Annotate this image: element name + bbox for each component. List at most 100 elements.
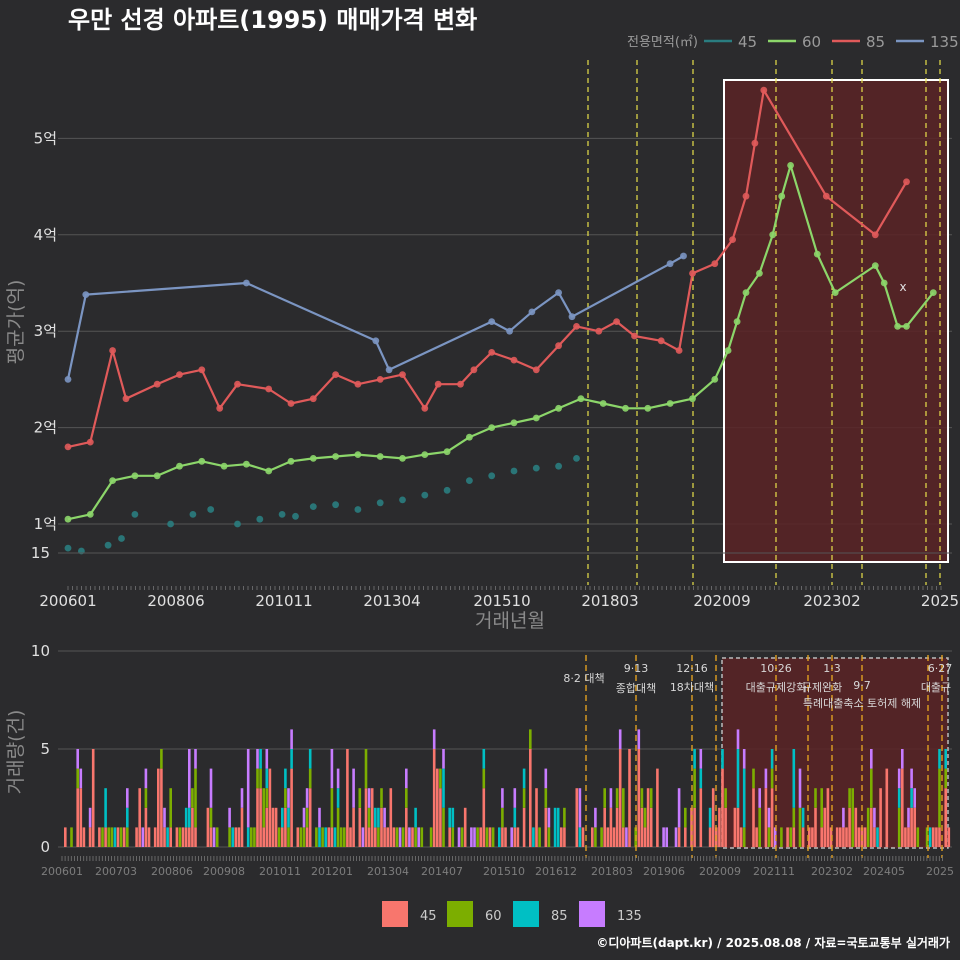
volume-bar [380, 788, 383, 808]
volume-bar [336, 768, 340, 789]
volume-bar [265, 788, 269, 808]
volume-bar [305, 807, 309, 828]
volume-bar [262, 788, 265, 828]
event-label-title: 대출규 [921, 681, 951, 694]
volume-bar [256, 788, 259, 847]
data-point-60 [769, 231, 777, 239]
volume-bar [451, 827, 455, 847]
volume-bar [408, 827, 411, 847]
volume-bar [755, 827, 758, 847]
volume-bar [913, 807, 916, 847]
volume-bar [879, 788, 882, 847]
data-point-85 [64, 443, 72, 451]
volume-bar [259, 749, 262, 769]
volume-bar [612, 827, 616, 847]
data-point-60 [466, 433, 473, 441]
volume-bar [181, 827, 185, 847]
data-point-45 [354, 506, 362, 513]
bar-legend-swatch-85 [513, 901, 539, 927]
data-point-85 [742, 192, 750, 200]
volume-bar [693, 807, 696, 847]
volume-bar [578, 788, 582, 828]
volume-bar [752, 768, 755, 789]
volume-bar [532, 827, 535, 847]
data-point-60 [724, 347, 732, 354]
data-point-85 [153, 380, 161, 388]
volume-bar [442, 749, 445, 769]
bottom-x-tick-label: 201612 [535, 865, 577, 878]
x-tick-label: 200806 [147, 592, 204, 610]
volume-bar [163, 807, 166, 828]
data-point-85 [613, 318, 620, 325]
bottom-x-tick-label: 201906 [643, 865, 685, 878]
volume-bar [615, 788, 619, 808]
data-point-45 [64, 544, 72, 552]
volume-bar [736, 807, 740, 847]
data-point-60 [903, 323, 910, 330]
data-point-60 [243, 460, 250, 468]
data-point-135 [506, 327, 513, 335]
volume-bar [70, 827, 73, 847]
data-point-60 [880, 279, 888, 287]
volume-bar [721, 749, 724, 769]
volume-bar [256, 768, 259, 789]
data-point-60 [488, 424, 496, 431]
x-tick-label: 200601 [39, 592, 96, 610]
volume-bar [504, 827, 507, 847]
volume-bar [64, 827, 67, 847]
volume-bar [290, 729, 293, 749]
volume-bar [693, 768, 696, 808]
data-point-60 [265, 467, 273, 475]
volume-bar [603, 807, 606, 847]
volume-bar [305, 827, 309, 847]
bottom-x-tick-label: 202405 [863, 865, 905, 878]
data-point-60 [176, 462, 183, 470]
volume-bar [885, 768, 889, 847]
volume-bar [321, 827, 324, 847]
volume-bar [442, 768, 445, 808]
volume-bar [544, 807, 548, 847]
volume-bar [684, 807, 687, 828]
data-point-85 [555, 342, 562, 350]
volume-bar [405, 788, 408, 808]
volume-bar [736, 749, 740, 808]
volume-bar [643, 807, 647, 828]
volume-bar [482, 788, 486, 847]
volume-bar [259, 768, 262, 789]
bottom-x-tick-label: 2025 [926, 865, 954, 878]
data-point-45 [207, 506, 215, 513]
volume-bar [284, 768, 287, 789]
volume-bar [126, 807, 129, 828]
volume-bar [873, 807, 876, 828]
data-point-60 [332, 453, 339, 460]
volume-bar [684, 827, 687, 847]
volume-bar [364, 749, 368, 789]
data-point-60 [153, 472, 161, 480]
volume-bar [928, 827, 932, 847]
volume-bar [104, 827, 107, 847]
data-point-60 [644, 404, 652, 412]
volume-bar [618, 729, 622, 749]
volume-bar [358, 807, 362, 847]
volume-bar [343, 827, 346, 847]
data-point-135 [488, 318, 496, 325]
y-tick-label: 1억 [34, 515, 57, 533]
volume-bar [144, 768, 148, 789]
data-point-85 [399, 371, 406, 378]
bottom-x-tick-label: 200806 [151, 865, 193, 878]
volume-bar [367, 827, 371, 847]
event-label-date: 12·16 [676, 662, 708, 675]
volume-bar [126, 827, 129, 847]
volume-bar [147, 827, 151, 847]
event-label-date: 9·7 [853, 679, 871, 692]
volume-bar [656, 768, 659, 847]
volume-bar [907, 827, 910, 847]
volume-bar [814, 807, 817, 847]
volume-bar [637, 729, 641, 749]
volume-bar [463, 807, 467, 847]
volume-bar [178, 827, 182, 847]
volume-bar [287, 807, 290, 828]
volume-bar [699, 768, 703, 789]
volume-bar [470, 827, 473, 847]
